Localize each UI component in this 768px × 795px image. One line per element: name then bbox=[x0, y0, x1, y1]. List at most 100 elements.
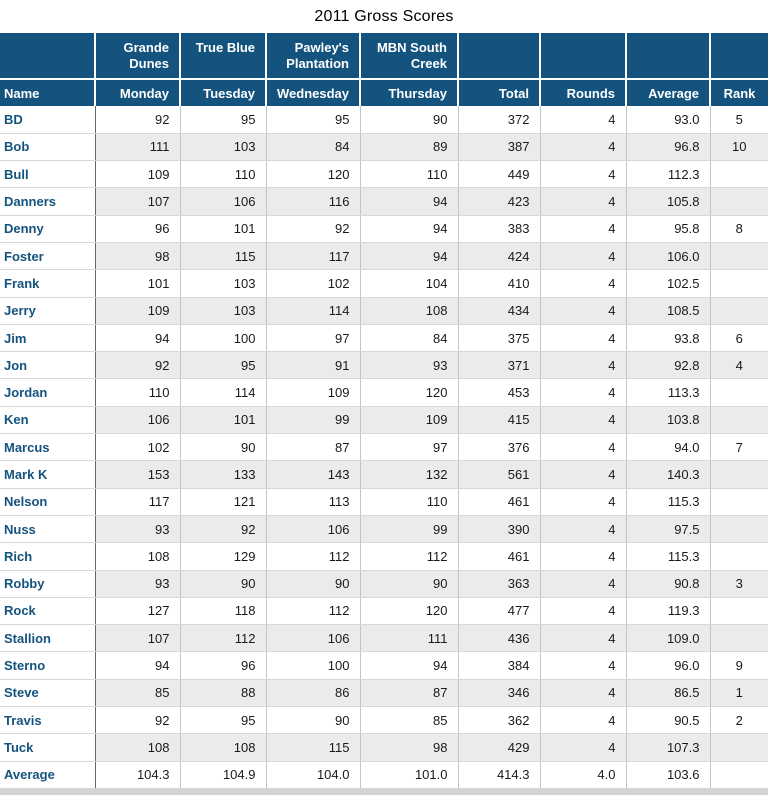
score-cell: 114 bbox=[179, 378, 266, 407]
score-cell: 104.0 bbox=[265, 761, 360, 789]
player-row: Denny 96 101 92 94 383 4 95.8 8 bbox=[0, 215, 768, 243]
score-cell: 4 bbox=[539, 324, 626, 353]
player-row: Mark K 153 133 143 132 561 4 140.3 bbox=[0, 460, 768, 489]
score-cell: 88 bbox=[179, 679, 266, 708]
score-cell: 108 bbox=[359, 297, 458, 325]
score-cell: 449 bbox=[457, 160, 540, 189]
score-cell: 4 bbox=[539, 542, 626, 571]
score-cell: 104.3 bbox=[94, 761, 180, 789]
course-header-row: Grande Dunes True Blue Pawley's Plantati… bbox=[0, 33, 768, 80]
score-cell: 91 bbox=[265, 351, 360, 380]
rank-cell bbox=[709, 761, 768, 789]
rank-cell: 9 bbox=[709, 651, 768, 680]
score-cell: 477 bbox=[457, 597, 540, 626]
score-cell: 4 bbox=[539, 378, 626, 407]
scores-table: Grande Dunes True Blue Pawley's Plantati… bbox=[0, 33, 768, 789]
score-cell: 561 bbox=[457, 460, 540, 489]
score-cell: 4.0 bbox=[539, 761, 626, 789]
score-cell: 102 bbox=[265, 269, 360, 298]
score-cell: 415 bbox=[457, 406, 540, 435]
rank-cell bbox=[709, 242, 768, 271]
score-cell: 4 bbox=[539, 406, 626, 435]
score-cell: 4 bbox=[539, 242, 626, 271]
score-cell: 112 bbox=[265, 542, 360, 571]
score-cell: 4 bbox=[539, 133, 626, 162]
score-cell: 94 bbox=[94, 651, 180, 680]
score-cell: 346 bbox=[457, 679, 540, 708]
rank-cell bbox=[709, 733, 768, 762]
score-cell: 4 bbox=[539, 597, 626, 626]
course-header-empty bbox=[540, 33, 627, 80]
score-cell: 363 bbox=[457, 570, 540, 598]
score-cell: 111 bbox=[94, 133, 180, 162]
score-cell: 90.5 bbox=[625, 706, 710, 735]
player-name-cell: Rich bbox=[0, 542, 96, 571]
player-name-cell: Average bbox=[0, 761, 96, 789]
score-cell: 120 bbox=[359, 597, 458, 626]
player-name-cell: Jordan bbox=[0, 378, 96, 407]
player-name-cell: Ken bbox=[0, 406, 96, 435]
column-header-name: Name bbox=[0, 79, 96, 106]
score-cell: 99 bbox=[265, 406, 360, 435]
score-cell: 110 bbox=[179, 160, 266, 189]
score-cell: 110 bbox=[359, 160, 458, 189]
score-cell: 102 bbox=[94, 433, 180, 462]
score-cell: 119.3 bbox=[625, 597, 710, 626]
score-cell: 375 bbox=[457, 324, 540, 353]
score-cell: 4 bbox=[539, 706, 626, 735]
rank-cell bbox=[709, 460, 768, 489]
score-cell: 371 bbox=[457, 351, 540, 380]
score-cell: 106 bbox=[179, 187, 266, 216]
score-cell: 95 bbox=[179, 351, 266, 380]
score-cell: 106 bbox=[94, 406, 180, 435]
score-cell: 92 bbox=[265, 215, 360, 243]
score-cell: 106 bbox=[265, 515, 360, 544]
score-cell: 372 bbox=[457, 106, 540, 134]
score-cell: 94 bbox=[359, 242, 458, 271]
player-name-cell: Robby bbox=[0, 570, 96, 598]
player-name-cell: Denny bbox=[0, 215, 96, 243]
score-cell: 4 bbox=[539, 433, 626, 462]
score-cell: 112.3 bbox=[625, 160, 710, 189]
score-cell: 414.3 bbox=[457, 761, 540, 789]
score-cell: 429 bbox=[457, 733, 540, 762]
column-header-thursday: Thursday bbox=[360, 79, 459, 106]
score-cell: 101 bbox=[179, 406, 266, 435]
score-cell: 96 bbox=[179, 651, 266, 680]
player-row: Jon 92 95 91 93 371 4 92.8 4 bbox=[0, 351, 768, 380]
score-cell: 109 bbox=[265, 378, 360, 407]
course-header-empty bbox=[626, 33, 711, 80]
score-cell: 109.0 bbox=[625, 624, 710, 653]
player-row: Danners 107 106 116 94 423 4 105.8 bbox=[0, 187, 768, 216]
score-cell: 121 bbox=[179, 488, 266, 516]
column-header-average: Average bbox=[626, 79, 711, 106]
score-cell: 99 bbox=[359, 515, 458, 544]
score-cell: 118 bbox=[179, 597, 266, 626]
rank-cell: 3 bbox=[709, 570, 768, 598]
page-bottom-edge bbox=[0, 788, 768, 795]
score-cell: 461 bbox=[457, 542, 540, 571]
score-cell: 120 bbox=[265, 160, 360, 189]
score-cell: 4 bbox=[539, 460, 626, 489]
average-row: Average 104.3 104.9 104.0 101.0 414.3 4.0 103.6 bbox=[0, 761, 768, 789]
score-cell: 100 bbox=[179, 324, 266, 353]
score-cell: 4 bbox=[539, 624, 626, 653]
score-cell: 96.0 bbox=[625, 651, 710, 680]
score-cell: 90 bbox=[359, 570, 458, 598]
score-cell: 390 bbox=[457, 515, 540, 544]
score-cell: 4 bbox=[539, 106, 626, 134]
rank-cell bbox=[709, 269, 768, 298]
score-cell: 100 bbox=[265, 651, 360, 680]
score-cell: 94 bbox=[359, 651, 458, 680]
course-header-pawleys-plantation: Pawley's Plantation bbox=[266, 33, 361, 80]
player-row: Frank 101 103 102 104 410 4 102.5 bbox=[0, 269, 768, 298]
rank-cell bbox=[709, 597, 768, 626]
score-cell: 4 bbox=[539, 515, 626, 544]
column-header-rounds: Rounds bbox=[540, 79, 627, 106]
score-table-body: BD 92 95 95 90 372 4 93.0 5 Bob 111 103 84 89 387 4 96.8… bbox=[0, 106, 768, 789]
player-row: Stallion 107 112 106 111 436 4 109.0 bbox=[0, 624, 768, 653]
score-cell: 90 bbox=[179, 570, 266, 598]
score-cell: 93.0 bbox=[625, 106, 710, 134]
score-cell: 132 bbox=[359, 460, 458, 489]
score-cell: 112 bbox=[179, 624, 266, 653]
